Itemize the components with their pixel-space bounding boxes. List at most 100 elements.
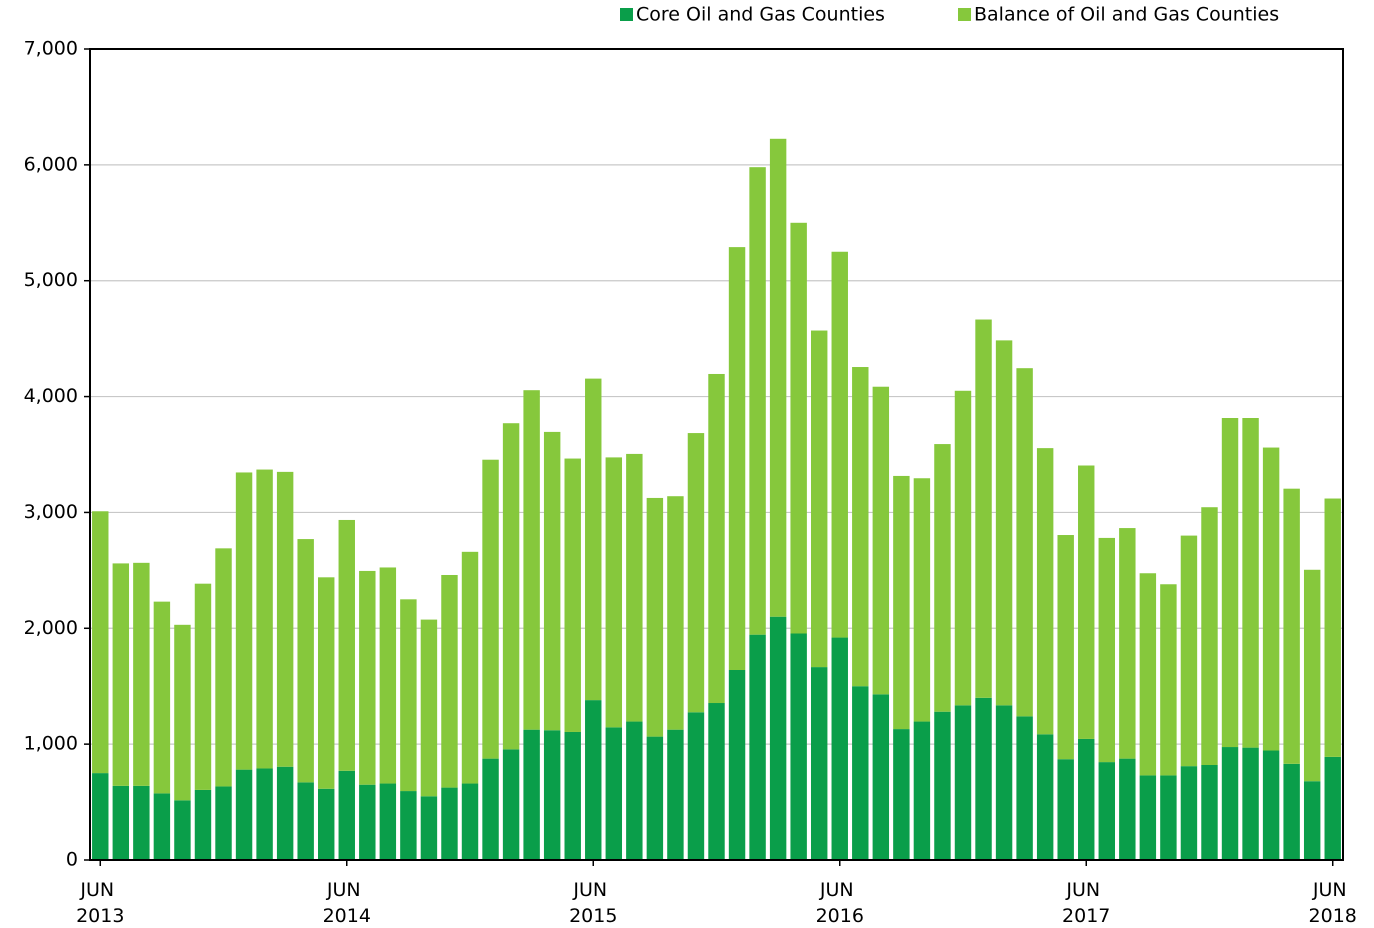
bar-segment xyxy=(893,475,910,730)
bar-segment xyxy=(523,729,540,860)
bar-segment xyxy=(441,574,458,788)
bar-segment xyxy=(1119,758,1136,860)
bar-segment xyxy=(482,459,499,759)
x-tick-label: JUN 2015 xyxy=(569,879,617,927)
bar-segment xyxy=(564,731,581,860)
bar-segment xyxy=(1119,528,1136,759)
bar-segment xyxy=(1036,448,1054,735)
bar-segment xyxy=(400,599,417,792)
bar-segment xyxy=(297,782,314,860)
bar-segment xyxy=(338,519,355,771)
x-tick-label: JUN 2016 xyxy=(816,879,864,927)
bar-segment xyxy=(276,766,294,860)
bar-segment xyxy=(831,637,848,860)
bar-segment xyxy=(502,749,520,860)
bar-segment xyxy=(1201,764,1218,860)
bar-segment xyxy=(523,390,540,730)
bar-segment xyxy=(1160,584,1177,776)
bar-segment xyxy=(769,138,787,617)
bar-segment xyxy=(913,478,931,722)
bar-segment xyxy=(769,616,787,860)
bar-segment xyxy=(379,783,397,860)
bar-segment xyxy=(913,721,931,860)
bar-segment xyxy=(235,769,253,860)
bar-segment xyxy=(1283,488,1300,764)
bar-segment xyxy=(1098,762,1115,860)
bar-segment xyxy=(667,729,684,860)
y-tick-label: 3,000 xyxy=(24,501,78,523)
y-tick-label: 0 xyxy=(66,849,78,871)
bar-segment xyxy=(297,539,314,783)
bar-segment xyxy=(1221,747,1239,860)
bar-segment xyxy=(215,786,232,860)
x-tick-label: JUN 2017 xyxy=(1062,879,1110,927)
bar-segment xyxy=(153,793,171,860)
bar-segment xyxy=(1262,750,1280,860)
bar-segment xyxy=(153,601,171,794)
bar-segment xyxy=(728,669,746,860)
bar-segment xyxy=(605,727,623,860)
bar-segment xyxy=(359,784,376,860)
bar-segment xyxy=(1303,781,1321,860)
bar-segment xyxy=(667,496,684,730)
bar-segment xyxy=(749,167,766,635)
bar-segment xyxy=(256,768,273,860)
bar-segment xyxy=(194,583,212,790)
bar-segment xyxy=(1057,759,1074,860)
bar-segment xyxy=(174,624,191,801)
bar-segment xyxy=(831,251,848,638)
bar-segment xyxy=(708,703,725,860)
bar-segment xyxy=(646,736,664,860)
bar-segment xyxy=(1098,537,1115,763)
bar-segment xyxy=(318,577,335,789)
bar-segment xyxy=(975,319,992,698)
bar-segment xyxy=(585,378,602,701)
bar-segment xyxy=(1078,465,1095,739)
bar-segment xyxy=(1180,766,1198,860)
bar-segment xyxy=(646,497,664,737)
bar-segment xyxy=(379,567,397,784)
bar-segment xyxy=(174,800,191,860)
bar-segment xyxy=(954,705,972,860)
bar-segment xyxy=(1057,535,1074,760)
bar-segment xyxy=(235,472,253,770)
bar-segment xyxy=(954,390,972,706)
bar-segment xyxy=(749,634,766,860)
bar-segment xyxy=(1303,569,1321,782)
bar-segment xyxy=(420,619,438,797)
bar-segment xyxy=(1160,775,1177,860)
bar-segment xyxy=(461,783,479,860)
bar-segment xyxy=(605,457,623,728)
legend-label: Core Oil and Gas Counties xyxy=(636,4,885,26)
bar-segment xyxy=(1324,498,1341,757)
bar-segment xyxy=(1242,747,1259,860)
bar-segment xyxy=(1201,507,1218,765)
bar-segment xyxy=(482,758,499,860)
bar-segment xyxy=(852,686,869,860)
y-tick-label: 4,000 xyxy=(24,385,78,407)
bar-segment xyxy=(626,721,643,860)
bar-segment xyxy=(564,458,581,732)
bar-segment xyxy=(133,785,150,860)
y-tick-label: 5,000 xyxy=(24,269,78,291)
bar-segment xyxy=(687,433,705,713)
bar-segment xyxy=(420,796,438,860)
bar-segment xyxy=(1180,535,1198,767)
bar-segment xyxy=(790,222,807,634)
bar-segment xyxy=(400,791,417,860)
bar-segment xyxy=(687,712,705,860)
bar-segment xyxy=(215,548,232,787)
bar-segment xyxy=(543,431,561,731)
legend-label: Balance of Oil and Gas Counties xyxy=(974,4,1279,26)
bar-segment xyxy=(1078,738,1095,860)
bar-segment xyxy=(256,469,273,769)
bar-segment xyxy=(338,770,355,860)
bar-segment xyxy=(728,247,746,670)
bar-segment xyxy=(708,373,725,704)
bar-segment xyxy=(1221,418,1239,748)
bar-segment xyxy=(92,511,109,774)
bar-segment xyxy=(872,694,890,860)
bar-segment xyxy=(1036,734,1054,860)
bar-segment xyxy=(872,386,890,695)
